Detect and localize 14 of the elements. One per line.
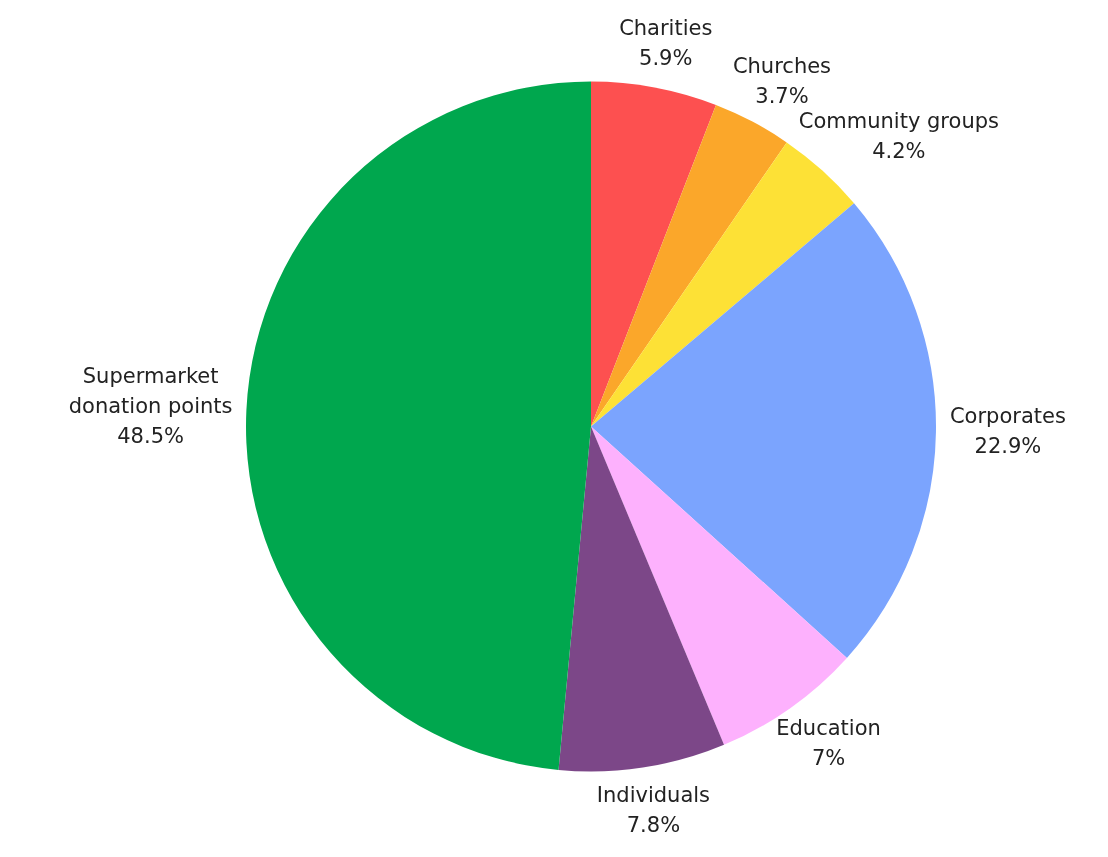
- data-label: 5.9%: [639, 45, 693, 70]
- slice-label: Charities: [619, 15, 713, 40]
- data-label: 7.8%: [626, 812, 681, 837]
- slice-label: Individuals: [596, 782, 711, 807]
- slice-label: Corporates: [949, 404, 1066, 429]
- data-label: 3.7%: [755, 84, 809, 109]
- slice-label: Churches: [732, 54, 832, 79]
- slice-label: Supermarket donation points: [68, 363, 233, 418]
- data-label: 4.2%: [872, 139, 926, 164]
- slice-label: Community groups: [798, 109, 999, 134]
- slice-label: Education: [776, 715, 881, 740]
- data-label: 7%: [811, 745, 846, 770]
- data-label: 48.5%: [117, 423, 184, 448]
- data-label: 22.9%: [974, 434, 1042, 459]
